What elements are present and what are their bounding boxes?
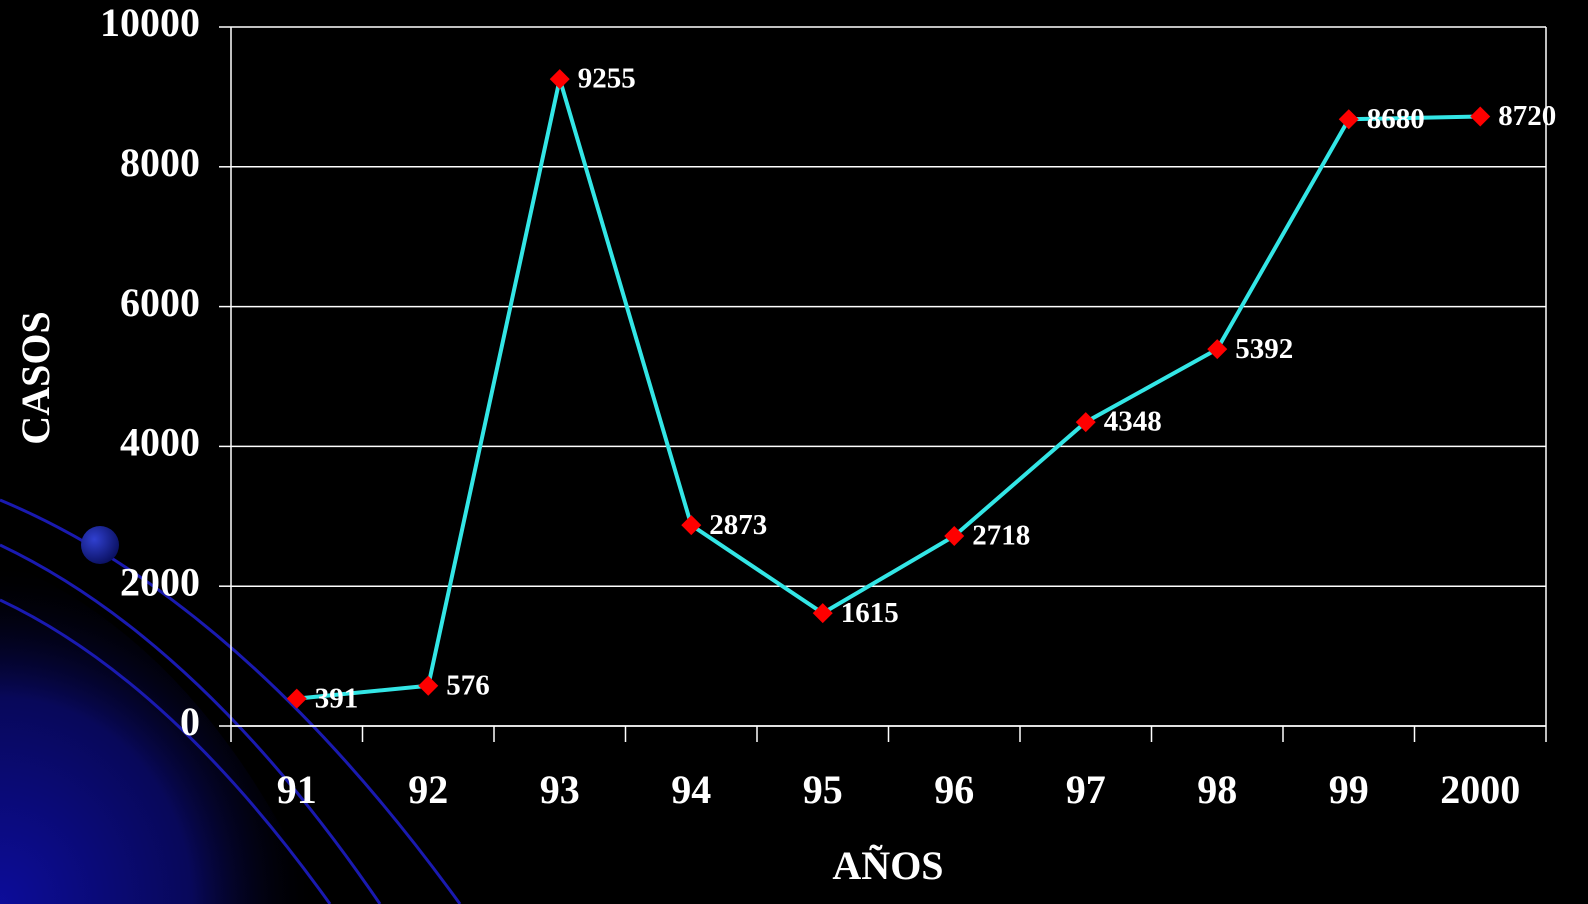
data-label: 5392: [1235, 333, 1293, 365]
data-marker: [549, 69, 570, 90]
data-marker: [286, 688, 307, 709]
x-tick-label: 95: [803, 767, 843, 812]
x-tick-label: 98: [1197, 767, 1237, 812]
x-tick-label: 97: [1066, 767, 1106, 812]
x-tick-label: 2000: [1440, 767, 1520, 812]
data-marker: [1207, 339, 1228, 360]
data-marker: [1338, 109, 1359, 130]
data-label: 8720: [1498, 100, 1556, 132]
x-axis-title: AÑOS: [832, 843, 943, 888]
data-marker: [681, 515, 702, 536]
x-tick-label: 93: [540, 767, 580, 812]
y-tick-label: 8000: [120, 140, 200, 185]
data-label: 2873: [709, 509, 767, 541]
x-tick-label: 96: [934, 767, 974, 812]
y-tick-label: 10000: [100, 0, 200, 45]
data-label: 2718: [972, 520, 1030, 552]
x-tick-label: 92: [408, 767, 448, 812]
data-label: 4348: [1104, 406, 1162, 438]
data-label: 8680: [1367, 103, 1425, 135]
y-axis-title: CASOS: [13, 311, 58, 444]
x-tick-label: 94: [671, 767, 711, 812]
y-tick-label: 4000: [120, 420, 200, 465]
decoration: [0, 498, 462, 904]
x-tick-label: 91: [277, 767, 317, 812]
data-marker: [1470, 106, 1491, 127]
data-marker: [812, 603, 833, 624]
data-label: 9255: [578, 63, 636, 95]
x-tick-label: 99: [1329, 767, 1369, 812]
data-marker: [944, 526, 965, 547]
data-label: 1615: [841, 597, 899, 629]
y-tick-label: 2000: [120, 559, 200, 604]
data-line: [296, 78, 1481, 701]
data-marker: [418, 675, 439, 696]
y-tick-label: 0: [180, 699, 200, 744]
y-tick-label: 6000: [120, 280, 200, 325]
data-label: 391: [315, 682, 359, 714]
data-label: 576: [446, 669, 490, 701]
data-marker: [1075, 412, 1096, 433]
